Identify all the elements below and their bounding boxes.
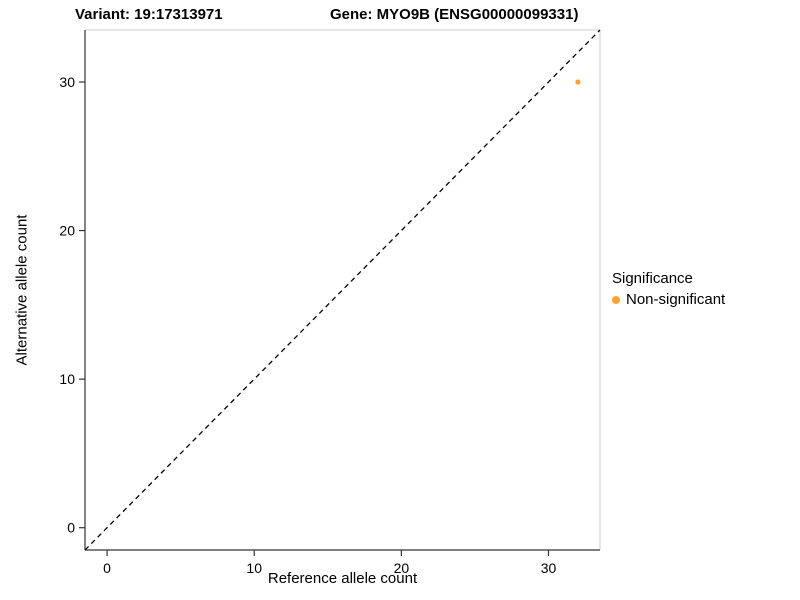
y-tick-label: 10: [59, 371, 75, 387]
legend: Significance Non-significant: [612, 270, 725, 308]
legend-item-non-significant: Non-significant: [612, 291, 725, 308]
legend-item-label: Non-significant: [626, 291, 726, 308]
x-tick-label: 30: [541, 560, 557, 576]
legend-title: Significance: [612, 270, 693, 287]
data-point: [575, 79, 581, 85]
plot-title-variant: Variant: 19:17313971: [75, 6, 223, 23]
y-tick-label: 20: [59, 223, 75, 239]
legend-dot-icon: [612, 295, 620, 304]
x-axis-label: Reference allele count: [267, 570, 418, 587]
y-tick-label: 30: [59, 74, 75, 90]
x-tick-label: 10: [246, 560, 262, 576]
plot-title-gene: Gene: MYO9B (ENSG00000099331): [330, 6, 579, 23]
y-tick-label: 0: [67, 520, 75, 536]
x-tick-label: 20: [394, 560, 410, 576]
x-tick-label: 0: [103, 560, 111, 576]
y-axis-label: Alternative allele count: [13, 214, 31, 366]
identity-line: [84, 29, 601, 551]
